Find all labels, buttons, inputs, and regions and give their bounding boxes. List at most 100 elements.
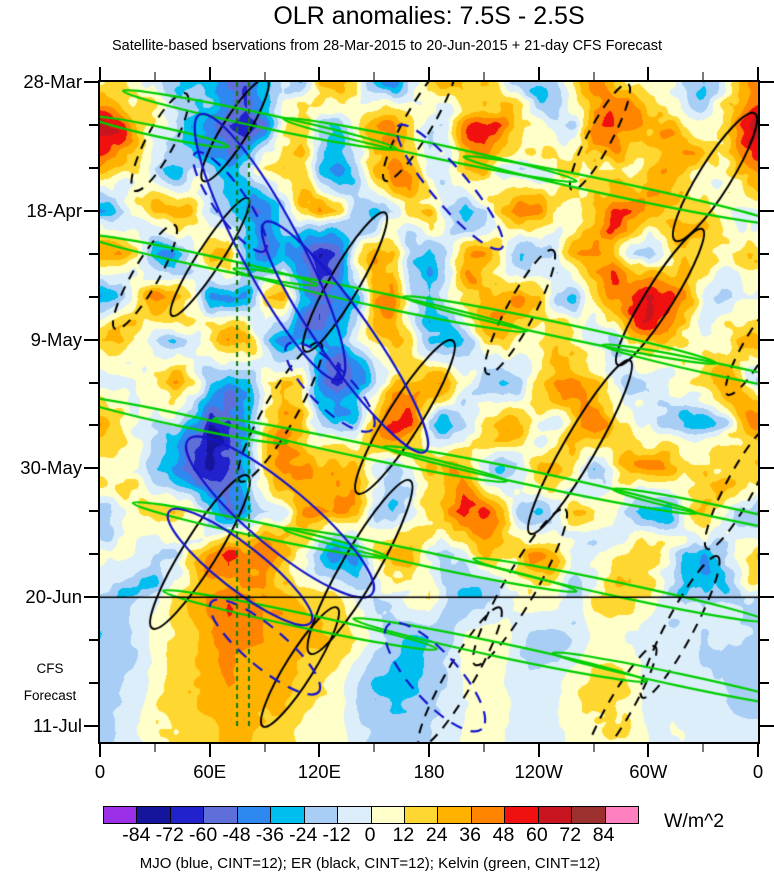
y-axis-tick-minor xyxy=(760,510,769,513)
x-axis-tick-minor xyxy=(592,72,595,80)
y-axis-tick-minor xyxy=(89,553,98,556)
y-axis-tick-minor xyxy=(89,510,98,513)
y-axis-tick-major xyxy=(84,338,98,341)
y-tick-label: 30-May xyxy=(20,457,82,479)
colorbar-segment xyxy=(137,807,171,823)
y-axis-tick-minor xyxy=(760,295,769,298)
y-axis-tick-minor xyxy=(760,123,769,126)
y-tick-label: 11-Jul xyxy=(32,715,82,737)
x-axis-tick-minor xyxy=(592,744,595,752)
y-axis-tick-major xyxy=(760,81,774,83)
y-axis-tick-major xyxy=(760,209,774,212)
x-tick-label: 60W xyxy=(629,761,668,782)
x-axis-tick-major xyxy=(647,744,650,757)
x-axis-tick-major xyxy=(208,744,211,757)
colorbar-tick-label: -60 xyxy=(189,824,218,846)
x-axis-tick-minor xyxy=(263,744,266,752)
y-axis-tick-minor xyxy=(89,381,98,384)
colorbar-segment xyxy=(404,807,439,823)
colorbar-tick-label: 24 xyxy=(425,824,448,846)
x-tick-label: 60E xyxy=(193,761,227,782)
colorbar xyxy=(103,806,639,824)
x-axis-tick-minor xyxy=(482,744,485,752)
x-tick-label: 0 xyxy=(94,761,106,782)
y-axis-tick-minor xyxy=(89,166,98,169)
forecast-axis-annotation: CFS Forecast xyxy=(8,660,92,714)
x-axis-tick-major xyxy=(428,744,430,757)
colorbar-tick-label: -84 xyxy=(122,824,151,846)
y-axis-tick-minor xyxy=(760,553,769,556)
y-axis-tick-major xyxy=(760,338,774,341)
x-tick-label: 180 xyxy=(413,761,445,782)
x-axis-tick-minor xyxy=(153,72,156,80)
colorbar-tick-label: -24 xyxy=(289,824,318,846)
y-axis-tick-major xyxy=(760,725,774,728)
chart-subtitle: Satellite-based bservations from 28-Mar-… xyxy=(111,38,663,54)
x-axis-tick-major xyxy=(428,67,430,80)
y-tick-label: 20-Jun xyxy=(25,586,82,608)
cfs-label-line1: CFS xyxy=(36,661,64,676)
x-axis-tick-minor xyxy=(153,744,156,752)
colorbar-segment xyxy=(505,807,539,823)
colorbar-tick-label: 48 xyxy=(492,824,515,846)
colorbar-tick-label: -72 xyxy=(155,824,184,846)
y-axis-tick-minor xyxy=(760,166,769,169)
colorbar-segment xyxy=(605,807,638,823)
y-axis-tick-major xyxy=(760,467,774,470)
x-axis-tick-minor xyxy=(373,72,376,80)
colorbar-tick-label: 60 xyxy=(526,824,548,846)
x-axis-tick-major xyxy=(99,744,101,757)
colorbar-segment xyxy=(471,807,506,823)
y-axis-tick-major xyxy=(84,725,98,728)
plot-frame xyxy=(98,80,760,744)
x-axis-tick-major xyxy=(537,744,540,757)
x-axis-tick-major xyxy=(647,67,650,80)
x-tick-label: 120W xyxy=(514,761,563,782)
x-axis-tick-minor xyxy=(263,72,266,80)
y-axis-tick-minor xyxy=(89,252,98,255)
x-tick-label: 120E xyxy=(297,761,341,782)
colorbar-segment xyxy=(170,807,205,823)
colorbar-units-label: W/m^2 xyxy=(664,810,725,832)
y-axis-tick-major xyxy=(84,467,98,470)
y-axis-tick-minor xyxy=(760,682,769,685)
colorbar-tick-label: 0 xyxy=(364,824,376,846)
y-axis-tick-major xyxy=(760,596,774,599)
y-axis-tick-minor xyxy=(89,424,98,427)
colorbar-segment xyxy=(338,807,372,823)
x-axis-tick-minor xyxy=(482,72,485,80)
y-axis-tick-minor xyxy=(89,682,98,685)
colorbar-segment xyxy=(371,807,405,823)
colorbar-tick-label: -36 xyxy=(255,824,284,846)
x-axis-tick-major xyxy=(318,67,321,80)
colorbar-tick-label: -12 xyxy=(322,824,351,846)
hovmoller-field-canvas xyxy=(100,82,758,742)
colorbar-segment xyxy=(438,807,472,823)
y-axis-tick-minor xyxy=(760,381,769,384)
colorbar-segment xyxy=(204,807,238,823)
x-axis-tick-major xyxy=(99,67,101,80)
colorbar-tick-label: -48 xyxy=(222,824,251,846)
colorbar-tick-label: 84 xyxy=(592,824,615,846)
colorbar-segment xyxy=(538,807,573,823)
x-axis-tick-minor xyxy=(373,744,376,752)
y-axis-tick-major xyxy=(84,81,98,83)
x-tick-label: 0 xyxy=(752,761,764,782)
y-axis-tick-minor xyxy=(89,295,98,298)
y-axis-tick-minor xyxy=(760,252,769,255)
y-tick-label: 18-Apr xyxy=(26,199,82,221)
colorbar-segment xyxy=(237,807,272,823)
cfs-label-line2: Forecast xyxy=(23,688,77,703)
x-axis-tick-major xyxy=(208,67,211,80)
colorbar-segment xyxy=(572,807,606,823)
x-axis-tick-major xyxy=(318,744,321,757)
colorbar-segment xyxy=(304,807,339,823)
x-axis-tick-major xyxy=(537,67,540,80)
y-axis-tick-major xyxy=(84,209,98,212)
legend-caption: MJO (blue, CINT=12); ER (black, CINT=12)… xyxy=(139,855,601,872)
y-axis-tick-major xyxy=(84,596,98,599)
y-axis-tick-minor xyxy=(89,123,98,126)
colorbar-segment xyxy=(104,807,138,823)
y-tick-label: 28-Mar xyxy=(23,71,82,92)
